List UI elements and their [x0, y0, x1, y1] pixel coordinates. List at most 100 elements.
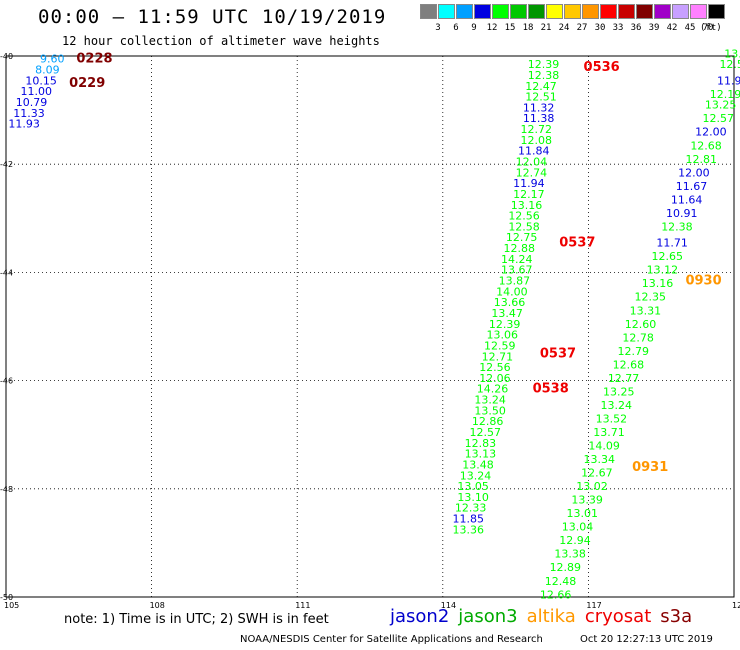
- legend-entry: altika: [526, 606, 576, 627]
- wave-height-label: 12.35: [635, 291, 667, 304]
- scale-swatch: [510, 4, 527, 19]
- legend-entry: s3a: [660, 606, 693, 627]
- scale-swatch: [456, 4, 473, 19]
- wave-height-label: 12.08: [520, 134, 552, 147]
- wave-height-label: 13.34: [584, 453, 616, 466]
- legend-entry: jason3: [458, 606, 518, 627]
- wave-height-label: 13.12: [647, 264, 679, 277]
- wave-height-label: 12.77: [608, 372, 640, 385]
- wave-height-label: 13.16: [511, 199, 543, 212]
- wave-height-label: 12.39: [489, 318, 521, 331]
- pass-time-label: 0538: [533, 382, 569, 397]
- wave-height-label: 12.58: [508, 220, 540, 233]
- wave-height-label: 10.91: [666, 207, 698, 220]
- pass-time-label: 0228: [76, 52, 112, 67]
- wave-height-label: 12.86: [472, 415, 504, 428]
- wave-height-label: 11.93: [8, 118, 40, 131]
- scale-swatch: [546, 4, 563, 19]
- scale-swatch: [654, 4, 671, 19]
- wave-height-label: 12.75: [506, 231, 537, 244]
- y-tick-label: -44: [0, 268, 13, 277]
- wave-height-label: 13.67: [501, 264, 533, 277]
- wave-height-label: 12.57: [469, 426, 501, 439]
- wave-height-label: 14.00: [496, 285, 527, 298]
- scale-label: 45: [684, 23, 696, 33]
- y-tick-label: -50: [0, 593, 13, 602]
- scale-swatch: [564, 4, 581, 19]
- scale-label: 3: [435, 23, 441, 33]
- scale-swatch: [492, 4, 509, 19]
- wave-height-label: 13.24: [474, 394, 506, 407]
- footer-note: note: 1) Time is in UTC; 2) SWH is in fe…: [64, 612, 329, 627]
- scale-swatch: [636, 4, 653, 19]
- x-tick-label: 111: [295, 601, 310, 610]
- wave-height-label: 13.71: [593, 426, 625, 439]
- scale-label: 33: [612, 23, 624, 33]
- y-tick-label: -42: [0, 160, 13, 169]
- legend-entry: cryosat: [584, 606, 652, 627]
- wave-height-label: 12.19: [710, 88, 740, 101]
- wave-height-label: 11.93: [717, 74, 740, 87]
- scale-swatch: [690, 4, 707, 19]
- wave-height-label: 12.94: [559, 534, 591, 547]
- wave-height-label: 13.1: [724, 47, 740, 60]
- wave-height-label: 8.09: [35, 64, 60, 77]
- wave-height-label: 13.10: [457, 491, 489, 504]
- wave-height-label: 12.57: [702, 112, 734, 125]
- wave-height-label: 12.81: [685, 153, 717, 166]
- wave-height-label: 12.00: [695, 126, 727, 139]
- wave-height-label: 13.52: [596, 412, 628, 425]
- wave-height-label: 12.65: [651, 250, 683, 263]
- wave-height-label: 12.78: [622, 331, 654, 344]
- generation-timestamp: Oct 20 12:27:13 UTC 2019: [580, 634, 713, 645]
- scale-swatch: [582, 4, 599, 19]
- y-tick-label: -48: [0, 485, 13, 494]
- wave-height-label: 12.74: [516, 166, 548, 179]
- wave-height-label: 13.87: [499, 275, 531, 288]
- wave-height-label: 12.68: [690, 139, 722, 152]
- scale-label: 24: [558, 23, 570, 33]
- scale-label: 42: [666, 23, 678, 33]
- wave-height-label: 12.51: [525, 91, 557, 104]
- wave-height-label: 11.84: [518, 145, 550, 158]
- x-tick-label: 105: [4, 601, 19, 610]
- wave-height-label: 10.15: [25, 74, 57, 87]
- pass-time-label: 0229: [69, 76, 105, 91]
- wave-height-label: 13.66: [494, 296, 526, 309]
- scale-label: 36: [630, 23, 642, 33]
- scale-swatch: [672, 4, 689, 19]
- x-tick-label: 120: [732, 601, 740, 610]
- scale-label: 15: [504, 23, 516, 33]
- pass-time-label: 0930: [685, 274, 721, 289]
- wave-height-label: 10.79: [16, 96, 47, 109]
- wave-height-label: 11.38: [523, 112, 555, 125]
- scale-label: 70: [702, 23, 714, 33]
- wave-height-label: 12.79: [618, 345, 650, 358]
- wave-height-label: 13.48: [462, 458, 494, 471]
- wave-height-label: 12.00: [678, 166, 710, 179]
- satellite-legend: jason2 jason3 altika cryosat s3a: [390, 606, 701, 627]
- wave-height-label: 12.06: [479, 372, 511, 385]
- wave-height-label: 12.04: [516, 155, 548, 168]
- wave-height-label: 13.02: [576, 480, 608, 493]
- wave-height-label: 9.60: [40, 53, 64, 66]
- x-tick-label: 108: [150, 601, 165, 610]
- wave-height-label: 12.47: [525, 80, 557, 93]
- y-tick-label: -40: [0, 52, 13, 61]
- x-tick-label: 117: [586, 601, 601, 610]
- scale-swatch: [708, 4, 725, 19]
- wave-height-label: 11.32: [523, 101, 555, 114]
- scale-swatch: [528, 4, 545, 19]
- scale-label: 39: [648, 23, 660, 33]
- wave-height-label: 12.68: [613, 358, 645, 371]
- wave-height-label: 13.01: [567, 507, 599, 520]
- wave-height-label: 12.17: [513, 188, 545, 201]
- chart-subtitle: 12 hour collection of altimeter wave hei…: [62, 34, 380, 48]
- scale-label: 27: [576, 23, 588, 33]
- wave-height-label: 12.59: [484, 339, 516, 352]
- wave-height-label: 14.26: [477, 383, 509, 396]
- scale-label: 6: [453, 23, 459, 33]
- x-tick-label: 114: [441, 601, 456, 610]
- credit-line: NOAA/NESDIS Center for Satellite Applica…: [240, 634, 543, 645]
